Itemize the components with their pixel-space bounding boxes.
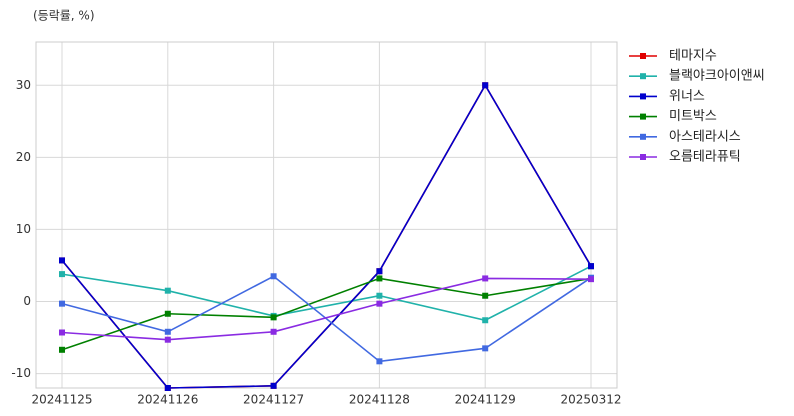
- series-line: [61, 83, 592, 389]
- series-line: [61, 275, 592, 363]
- x-tick-label: 20250312: [560, 393, 621, 407]
- series-line: [61, 265, 592, 322]
- legend-marker: [640, 73, 646, 80]
- point: [270, 328, 277, 335]
- plot-frame: [35, 41, 618, 389]
- legend-label: 오름테라퓨틱: [669, 150, 741, 165]
- point: [482, 317, 489, 324]
- point: [588, 276, 594, 283]
- point: [164, 287, 171, 294]
- point: [59, 257, 65, 264]
- legend-marker: [640, 154, 646, 160]
- legend-label: 위너스: [669, 89, 705, 104]
- x-tick-label: 20241128: [349, 393, 410, 407]
- point: [164, 328, 171, 335]
- point: [376, 292, 383, 299]
- point: [376, 268, 383, 275]
- x-tick-label: 20241127: [243, 393, 304, 407]
- y-tick-label: 0: [23, 294, 31, 308]
- point: [482, 345, 489, 352]
- point: [59, 346, 65, 353]
- series-line: [61, 277, 592, 341]
- x-tick-label: 20241126: [137, 393, 198, 407]
- legend-marker: [640, 113, 646, 120]
- legend-label: 아스테라시스: [669, 129, 741, 144]
- y-tick-label: -10: [11, 366, 31, 380]
- legend-marker: [640, 133, 646, 140]
- point: [482, 292, 489, 299]
- legend-marker: [640, 53, 646, 59]
- point: [164, 310, 171, 317]
- point: [270, 382, 277, 389]
- point: [270, 273, 277, 280]
- legend-label: 테마지수: [669, 49, 717, 64]
- series-line: [61, 277, 592, 351]
- legend-label: 미트박스: [669, 109, 717, 124]
- point: [59, 329, 65, 336]
- legend-label: 블랙야크아이앤씨: [669, 69, 765, 84]
- point: [164, 336, 171, 343]
- x-tick-label: 20241129: [455, 393, 516, 407]
- point: [164, 385, 171, 391]
- point: [59, 271, 65, 278]
- x-tick-label: 20241125: [31, 393, 92, 407]
- y-tick-label: 20: [16, 150, 31, 164]
- point: [482, 82, 489, 89]
- point: [376, 275, 383, 282]
- y-tick-label: 30: [16, 78, 31, 92]
- point: [376, 300, 383, 307]
- point: [588, 263, 594, 270]
- point: [482, 275, 489, 282]
- unit-label: (등락률, %): [33, 9, 95, 23]
- point: [376, 358, 383, 365]
- legend-marker: [640, 93, 646, 100]
- point: [270, 314, 277, 321]
- point: [59, 300, 65, 307]
- y-tick-label: 10: [16, 222, 31, 236]
